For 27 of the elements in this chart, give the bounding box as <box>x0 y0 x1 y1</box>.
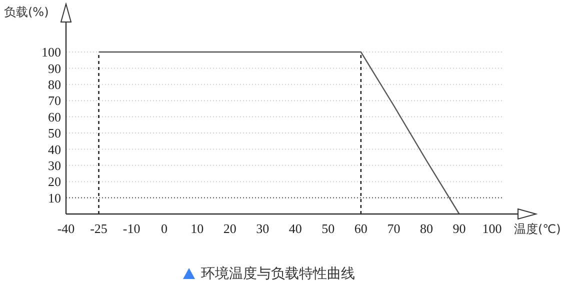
x-tick-label: -40 <box>57 221 75 236</box>
x-tick-label: 0 <box>161 221 168 236</box>
x-tick-label: -25 <box>90 221 108 236</box>
x-tick-label: 100 <box>482 221 502 236</box>
x-tick-label: 50 <box>322 221 335 236</box>
x-tick-label: 60 <box>354 221 368 236</box>
text: 环境温度与负载特性曲线 <box>201 266 355 282</box>
y-tick-label: 90 <box>48 60 61 76</box>
y-tick-label: 100 <box>42 44 61 60</box>
y-tick-label: 10 <box>48 190 61 206</box>
x-axis-title: 温度(℃) <box>514 222 561 236</box>
x-tick-label: 10 <box>190 221 204 236</box>
y-tick-label: 30 <box>48 158 61 173</box>
x-tick-label: 20 <box>223 221 236 236</box>
y-tick-label: 40 <box>48 142 61 157</box>
x-tick-label: -10 <box>122 221 140 236</box>
x-tick-label: 70 <box>387 221 400 236</box>
y-tick-label: 20 <box>48 174 61 190</box>
x-tick-label: 80 <box>420 221 433 236</box>
y-tick-label: 70 <box>48 93 61 108</box>
y-tick-label: 80 <box>48 76 61 92</box>
y-tick-label: 60 <box>48 109 61 124</box>
y-axis-title: 负载(%) <box>4 5 49 19</box>
x-tick-label: 90 <box>452 221 466 236</box>
x-tick-label: 40 <box>288 221 302 236</box>
y-tick-label: 50 <box>48 126 61 141</box>
x-tick-label: 30 <box>256 221 270 236</box>
